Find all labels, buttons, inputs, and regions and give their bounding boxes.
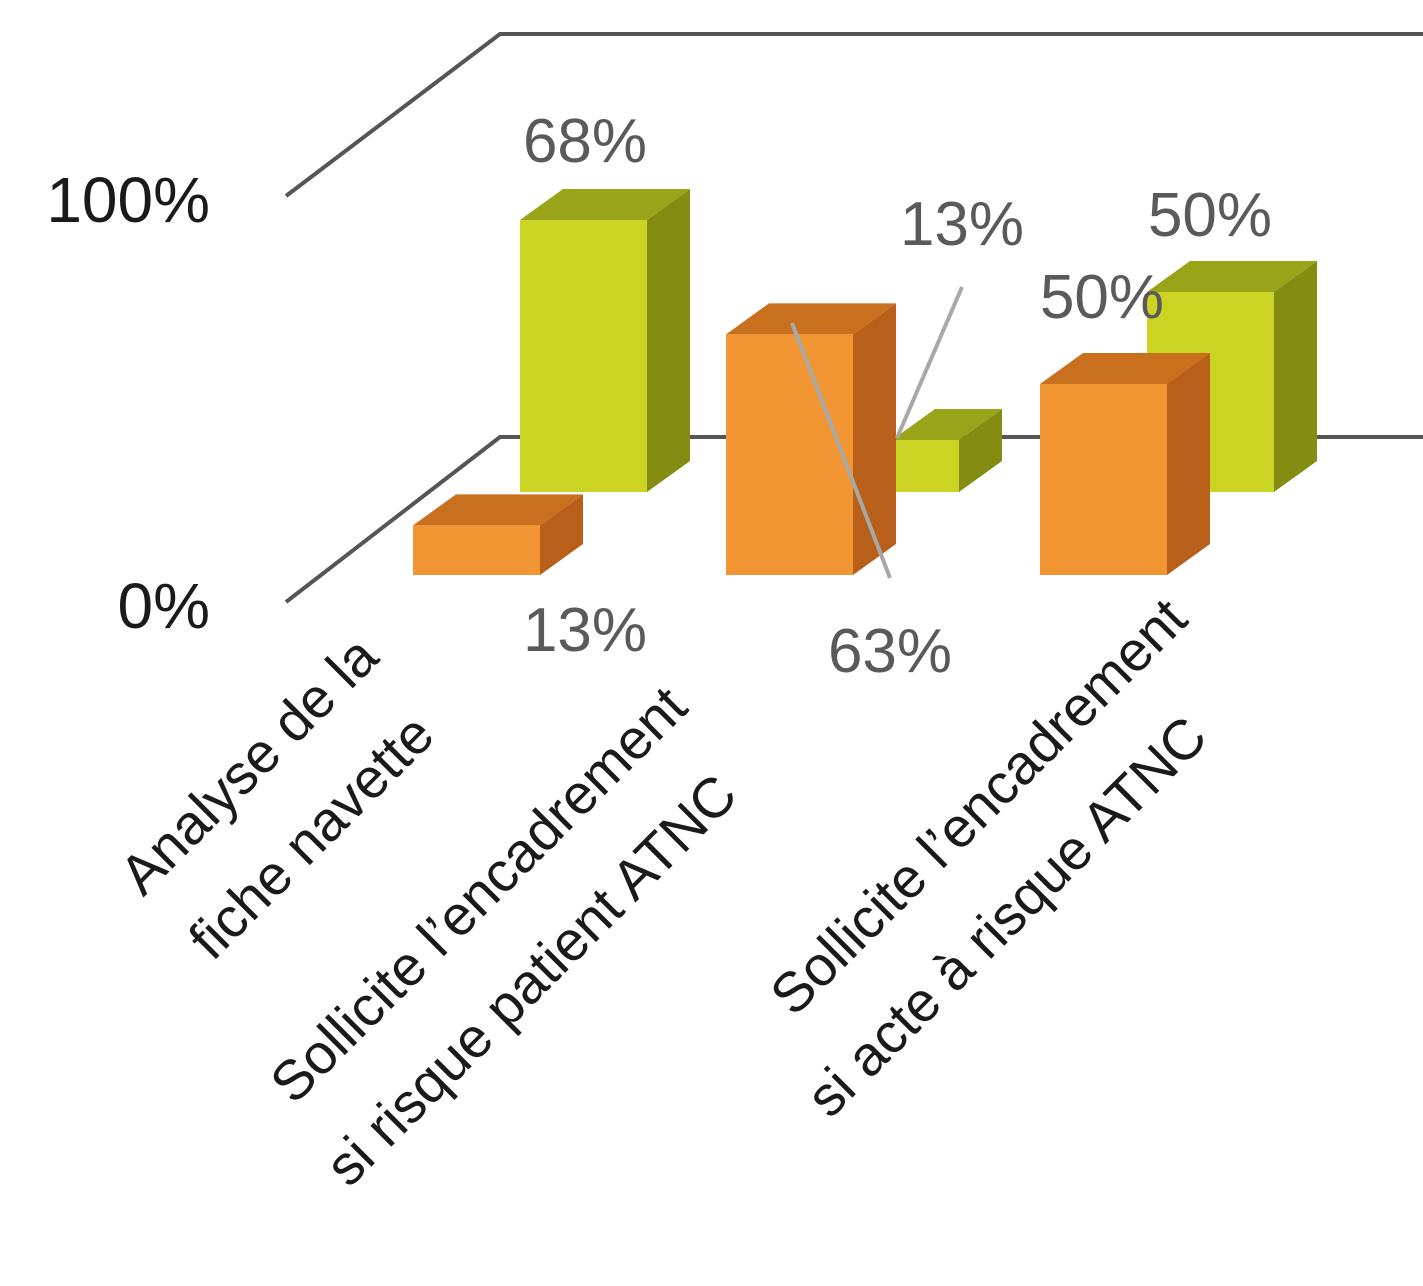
data-label-s2-c1: 68% — [523, 107, 647, 176]
bar-s2-c1-side — [647, 189, 690, 492]
y-tick-label-100: 100% — [46, 164, 210, 236]
leader-line-63 — [790, 322, 892, 579]
data-label-s1-c3: 50% — [1040, 263, 1164, 332]
data-label-s1-c1: 13% — [523, 596, 647, 665]
data-label-s1-c2: 63% — [828, 617, 952, 686]
bar-s1-c3-side — [1167, 353, 1210, 575]
bar-s1-c1-side — [540, 494, 583, 575]
data-label-s2-c2: 13% — [900, 190, 1024, 259]
bar-s2-c2-top — [892, 409, 1002, 440]
bar-s2-c1-top — [520, 189, 690, 220]
bar-s1-c3 — [1040, 384, 1167, 575]
bar-s2-c2 — [892, 440, 959, 492]
bar-s1-c2 — [726, 334, 853, 575]
bar-s2-c3-top — [1147, 261, 1317, 292]
axis-back-top-line — [284, 32, 1423, 198]
leader-line-13 — [895, 286, 964, 439]
bar-s1-c2-top — [726, 303, 896, 335]
bar-s2-c1 — [520, 220, 647, 492]
bar-s1-c3-top — [1040, 353, 1210, 384]
data-label-s2-c3: 50% — [1148, 181, 1272, 250]
bar-s2-c2-side — [959, 409, 1002, 492]
bar-s1-c1 — [413, 525, 540, 575]
y-tick-label-0: 0% — [118, 570, 211, 642]
bar-s1-c1-top — [413, 494, 583, 526]
bar-s2-c3-side — [1274, 261, 1317, 492]
